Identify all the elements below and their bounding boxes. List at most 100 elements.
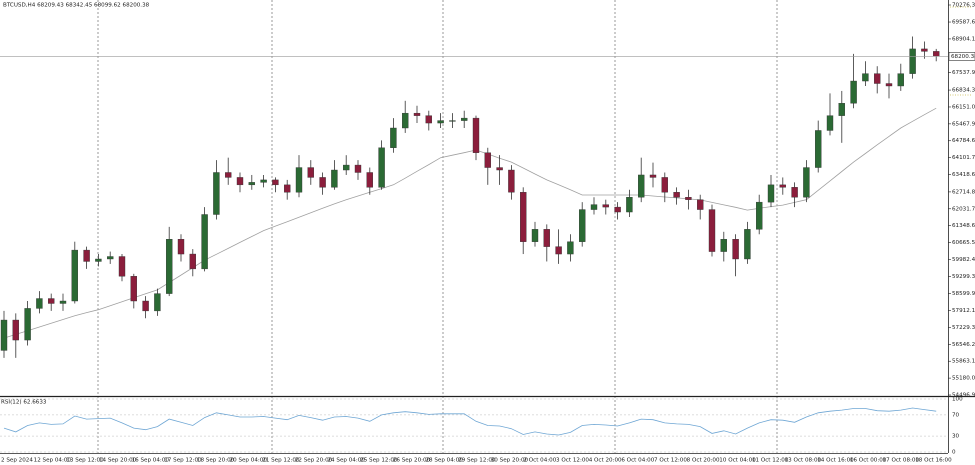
time-label: 24 Sep 04:00 xyxy=(328,458,366,464)
period-separators xyxy=(97,0,778,453)
time-label: 3 Oct 12:00 xyxy=(556,458,589,464)
time-label: 18 Sep 20:00 xyxy=(197,458,235,464)
candle-body xyxy=(815,130,822,168)
candle-body xyxy=(614,206,621,213)
candle-body xyxy=(826,115,834,131)
candle-body xyxy=(520,192,527,242)
candle-body xyxy=(543,229,550,247)
candle-body xyxy=(284,184,291,193)
candle-body xyxy=(413,112,421,116)
candle-body xyxy=(0,319,8,351)
time-label: 6 Oct 04:00 xyxy=(621,458,654,464)
time-label: 2 Sep 2024 xyxy=(1,458,33,464)
candle-body xyxy=(838,103,845,116)
candle-body xyxy=(496,167,503,171)
candle-body xyxy=(744,229,751,260)
y-tick-label: 55863.10 xyxy=(952,359,975,365)
time-label: 7 Oct 12:00 xyxy=(654,458,687,464)
candle-body xyxy=(390,127,397,148)
candle-body xyxy=(732,239,739,260)
time-label: 22 Sep 20:00 xyxy=(295,458,333,464)
candle-body xyxy=(378,147,385,188)
time-label: 2 Oct 04:00 xyxy=(523,458,556,464)
y-tick-label: 55180.00 xyxy=(952,376,975,382)
candle-body xyxy=(177,239,185,255)
candle-body xyxy=(224,172,232,178)
last-price-box xyxy=(948,52,975,61)
candle-body xyxy=(885,83,893,87)
time-label: 10 Oct 04:00 xyxy=(719,458,756,464)
time-label: 30 Sep 20:00 xyxy=(491,458,529,464)
candle-body xyxy=(402,112,409,129)
candle-body xyxy=(260,179,267,183)
y-tick-label: 67537.90 xyxy=(952,70,975,76)
time-label: 28 Sep 04:00 xyxy=(425,458,463,464)
candle-body xyxy=(165,239,173,294)
candle-body xyxy=(697,199,704,210)
time-label: 18 Oct 16:00 xyxy=(915,458,952,464)
candle-body xyxy=(59,300,67,304)
candle-body xyxy=(213,172,220,215)
candle-body xyxy=(142,300,149,312)
candle-body xyxy=(437,120,444,124)
time-label: 13 Sep 12:00 xyxy=(66,458,104,464)
y-tick-label: 61348.60 xyxy=(952,223,975,229)
candle-body xyxy=(36,298,43,309)
candle-body xyxy=(472,117,480,153)
y-tick-label: 54496.90 xyxy=(952,393,975,399)
candle-body xyxy=(791,187,798,198)
candle-body xyxy=(720,239,727,252)
candle-body xyxy=(154,293,161,312)
y-tick-label: 64101.70 xyxy=(952,155,975,161)
y-tick-label: 69587.60 xyxy=(952,20,975,26)
candle-body xyxy=(248,182,256,186)
time-label: 25 Sep 12:00 xyxy=(360,458,398,464)
candle-body xyxy=(24,308,31,341)
time-label: 26 Sep 20:00 xyxy=(393,458,431,464)
y-tick-label: 63418.60 xyxy=(952,172,975,178)
candle-body xyxy=(307,167,314,178)
time-label: 17 Oct 08:00 xyxy=(883,458,920,464)
candle-body xyxy=(590,204,598,210)
candle-body xyxy=(897,73,904,87)
time-label: 20 Sep 04:00 xyxy=(230,458,268,464)
last-price-label: 68200.38 xyxy=(951,54,975,60)
candle-body xyxy=(708,209,716,252)
candle-body xyxy=(579,209,586,242)
y-tick-label: 57912.10 xyxy=(952,308,975,314)
candle-body xyxy=(638,174,645,198)
y-tick-label: 60665.50 xyxy=(952,240,975,246)
chart-layer: 70276.30 69587.60 68904.10 67537.90 66834.30… xyxy=(0,3,975,464)
rsi-tick-label: 100 xyxy=(952,397,963,403)
chart-title: BTCUSD,H4 68209.43 68342.45 68099.62 682… xyxy=(3,3,150,9)
candle-body xyxy=(850,80,857,104)
y-tick-label: 59982.40 xyxy=(952,257,975,263)
y-tick-label: 66834.30 xyxy=(952,88,975,94)
candle-body xyxy=(933,51,940,57)
candle-body xyxy=(461,117,468,121)
candle-body xyxy=(48,298,55,304)
candle-body xyxy=(626,197,633,213)
time-label: 16 Sep 04:00 xyxy=(132,458,170,464)
candle-body xyxy=(354,164,362,173)
candle-body xyxy=(767,184,775,203)
candle-body xyxy=(189,253,197,270)
time-label: 29 Sep 12:00 xyxy=(458,458,496,464)
candle-body xyxy=(366,172,373,188)
candle-body xyxy=(602,204,609,208)
y-tick-label: 56546.20 xyxy=(952,342,975,348)
candle-body xyxy=(661,177,668,193)
candle-body xyxy=(685,197,692,200)
candle-body xyxy=(130,276,138,302)
candle-body xyxy=(756,201,763,230)
candle-body xyxy=(71,249,79,302)
y-tick-label: 58599.90 xyxy=(952,291,975,297)
time-label: 17 Sep 12:00 xyxy=(164,458,202,464)
time-label: 14 Sep 20:00 xyxy=(99,458,137,464)
time-label: 12 Sep 04:00 xyxy=(34,458,72,464)
time-label: 8 Oct 20:00 xyxy=(687,458,720,464)
candle-body xyxy=(272,179,279,186)
candle-body xyxy=(874,73,881,84)
candle-body xyxy=(909,48,916,74)
